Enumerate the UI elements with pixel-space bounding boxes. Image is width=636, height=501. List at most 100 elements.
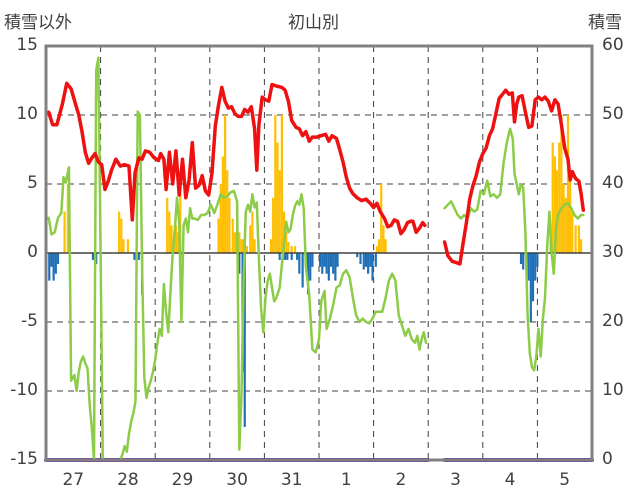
left-tick-label: 5 [27, 173, 38, 193]
negative-bar [243, 253, 246, 427]
negative-bar [48, 253, 51, 281]
x-tick-label: 2 [395, 470, 407, 490]
negative-bar [519, 253, 523, 265]
right-tick-label: 10 [602, 380, 624, 400]
negative-bar [298, 253, 301, 274]
right-tick-label: 20 [602, 311, 624, 331]
negative-bar [522, 253, 525, 270]
negative-bar [332, 253, 335, 274]
positive-bar [126, 239, 129, 253]
right-tick-label: 60 [602, 35, 624, 55]
negative-bar [278, 253, 281, 260]
left-tick-label: -10 [10, 380, 38, 400]
plot-border [44, 44, 594, 462]
positive-bar [564, 197, 567, 253]
negative-bar [334, 253, 337, 281]
x-tick-label: 30 [226, 470, 248, 490]
x-tick-label: 29 [171, 470, 194, 490]
positive-bar [380, 184, 383, 253]
positive-bar [240, 239, 243, 253]
negative-bar [529, 253, 532, 322]
right-tick-label: 0 [602, 449, 613, 469]
positive-bar [562, 184, 565, 253]
positive-bar [290, 246, 293, 253]
positive-bar [63, 211, 66, 253]
positive-bar [579, 239, 583, 253]
temperature-line [442, 88, 586, 266]
positive-bar [274, 115, 277, 253]
positive-bar [560, 115, 563, 253]
negative-bar [238, 253, 241, 274]
positive-bar [377, 239, 381, 253]
positive-bar [228, 197, 231, 253]
snow-depth-line [443, 127, 585, 372]
negative-bar [367, 253, 370, 274]
negative-bar [286, 253, 289, 260]
positive-bar [219, 184, 222, 253]
negative-bar [374, 253, 377, 267]
positive-bar [238, 232, 241, 253]
positive-bar [285, 232, 288, 253]
bar-series [46, 115, 592, 427]
left-tick-label: 0 [27, 242, 38, 262]
positive-bar [168, 211, 171, 253]
left-tick-label: 10 [16, 104, 38, 124]
positive-bar [287, 241, 290, 253]
right-tick-label: 50 [602, 104, 624, 124]
negative-bar [325, 253, 328, 274]
left-axis-label: 積雪以外 [4, 13, 72, 33]
negative-bar [321, 253, 324, 274]
x-tick-label: 28 [117, 470, 139, 490]
positive-bar [569, 170, 572, 253]
left-tick-label: -15 [10, 449, 38, 469]
negative-bar [527, 253, 530, 281]
negative-bar [323, 253, 326, 267]
positive-bar [249, 225, 252, 253]
positive-bar [231, 218, 234, 253]
positive-bar [179, 170, 182, 253]
x-tick-label: 5 [559, 470, 571, 490]
negative-bar [327, 253, 330, 281]
positive-bar [558, 142, 561, 253]
positive-bar [577, 225, 580, 253]
positive-bar [251, 211, 254, 253]
positive-bar [375, 246, 378, 253]
negative-bar [91, 253, 95, 260]
positive-bar [253, 239, 256, 253]
negative-bar [369, 253, 372, 267]
negative-bar [536, 253, 539, 267]
negative-bar [329, 253, 333, 267]
positive-bar [555, 170, 559, 253]
x-tick-label: 3 [450, 470, 461, 490]
negative-bar [284, 253, 287, 260]
negative-bar [137, 253, 140, 260]
negative-bar [290, 253, 293, 260]
positive-bar [226, 170, 229, 253]
positive-bar [551, 142, 554, 253]
negative-bar [133, 253, 136, 260]
positive-bar [566, 115, 570, 253]
positive-bar [233, 232, 237, 253]
positive-bar [120, 218, 123, 253]
temperature-line [46, 81, 427, 236]
positive-bar [217, 218, 220, 253]
positive-bar [571, 211, 574, 253]
right-axis-label: 積雪 [588, 13, 622, 33]
negative-bar [371, 253, 374, 281]
positive-bar [269, 239, 273, 253]
positive-bar [166, 197, 169, 253]
positive-bar [272, 197, 275, 253]
positive-bar [280, 115, 283, 253]
x-tick-label: 31 [280, 470, 303, 490]
negative-bar [52, 253, 55, 281]
positive-bar [221, 156, 224, 253]
positive-bar [170, 225, 173, 253]
negative-bar [336, 253, 339, 267]
right-tick-label: 40 [602, 173, 624, 193]
negative-bar [364, 253, 368, 267]
negative-bar [54, 253, 57, 274]
positive-bar [122, 239, 125, 253]
negative-bar [356, 253, 359, 258]
positive-bar [382, 225, 385, 253]
